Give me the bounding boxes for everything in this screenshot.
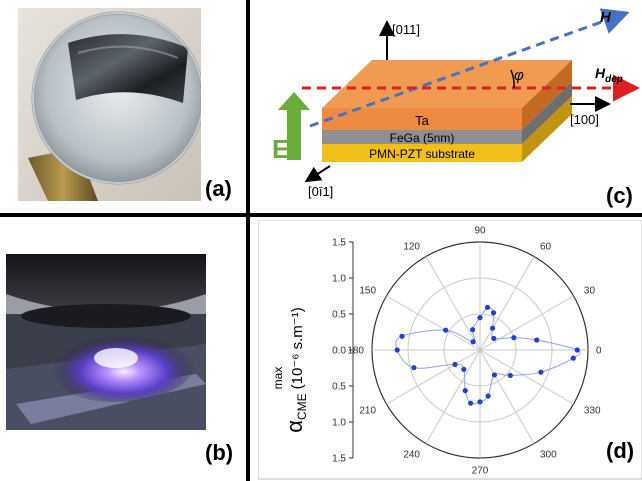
panel-label-a: (a) — [205, 176, 232, 201]
polar-spoke — [425, 256, 481, 351]
data-point — [477, 315, 483, 321]
angle-label: φ — [514, 67, 524, 84]
polar-spoke — [479, 295, 574, 351]
data-point — [538, 369, 544, 375]
layer-ta — [322, 108, 522, 130]
polar-spoke — [479, 349, 535, 444]
polar-spoke — [425, 349, 481, 444]
data-point — [461, 366, 467, 372]
probe-illustration — [6, 254, 206, 430]
axis-up-label: [011] — [392, 22, 420, 37]
data-point — [484, 304, 491, 311]
layer-substrate — [322, 144, 522, 162]
radial-tick-label: 0.5 — [332, 382, 346, 393]
layer-ta-label: Ta — [415, 113, 430, 128]
vertical-divider — [246, 0, 250, 481]
angle-tick-label: 210 — [359, 406, 376, 417]
data-point — [490, 325, 496, 331]
photo-probe-light — [6, 254, 206, 430]
polar-chart: 1.5 1.0 0.5 0.0 0.5 1.0 1.5 0 30 60 90 120 150 180 21… — [258, 220, 642, 480]
angle-tick-label: 0 — [596, 346, 602, 357]
ta-top-face — [322, 60, 572, 108]
angle-tick-label: 90 — [474, 226, 486, 237]
angle-tick-labels: 0 30 60 90 120 150 180 210 240 270 300 330 — [347, 226, 602, 477]
field-h-label: H — [600, 9, 612, 26]
data-point — [443, 327, 449, 333]
horizontal-divider — [0, 213, 642, 217]
data-point — [462, 387, 468, 394]
radial-axis-label-sup: max — [271, 367, 285, 390]
axis-front-label: [0ī1] — [308, 184, 333, 199]
angle-tick-label: 30 — [584, 286, 596, 297]
data-point — [394, 347, 400, 353]
data-point — [477, 399, 483, 405]
radial-tick-label: 1.5 — [332, 454, 346, 465]
ta-right-face — [522, 60, 572, 130]
data-point — [491, 335, 497, 342]
data-point — [574, 347, 580, 353]
data-point — [490, 310, 497, 316]
data-point — [511, 335, 517, 341]
data-point — [452, 361, 458, 367]
axis-front-arrow — [304, 165, 331, 183]
angle-tick-label: 60 — [540, 242, 552, 253]
layer-fega — [322, 130, 522, 144]
field-h-arrow — [309, 8, 630, 128]
angle-tick-label: 180 — [347, 346, 364, 357]
data-point — [570, 355, 576, 361]
radial-tick-label: 1.0 — [332, 274, 346, 285]
data-point — [468, 400, 474, 406]
layer-substrate-label: PMN-PZT substrate — [369, 147, 475, 161]
photo-mirror-sample — [18, 8, 201, 201]
radial-axis-label: αCME(10⁻⁶ s.m⁻¹) — [282, 307, 309, 432]
data-point — [470, 339, 476, 345]
diagram-layer-stack: [011] Ta FeGa (5nm) PMN-PZT substrate H … — [272, 8, 640, 199]
data-point — [485, 393, 491, 399]
data-point — [534, 337, 540, 343]
field-hdep-label: Hdep — [595, 65, 623, 85]
e-field-arrow — [278, 92, 310, 160]
angle-tick-label: 300 — [540, 449, 557, 460]
polar-spoke — [386, 295, 481, 351]
data-point — [507, 372, 513, 379]
radial-tick-label: 0.5 — [332, 310, 346, 321]
data-point — [411, 365, 417, 371]
angle-tick-label: 120 — [403, 242, 420, 253]
mirror-illustration — [18, 8, 201, 201]
polar-spoke — [479, 349, 574, 405]
fega-right-face — [522, 82, 572, 144]
angle-arc — [510, 69, 515, 89]
panel-label-b: (b) — [205, 440, 234, 465]
data-point — [491, 372, 497, 378]
angle-tick-label: 240 — [403, 449, 420, 460]
radial-tick-label: 1.5 — [332, 238, 346, 249]
angle-tick-label: 150 — [359, 286, 376, 297]
data-series — [394, 304, 581, 406]
radial-tick-labels: 1.5 1.0 0.5 0.0 0.5 1.0 1.5 — [332, 238, 353, 465]
layer-fega-label: FeGa (5nm) — [390, 131, 455, 145]
axis-right-label: [100] — [570, 112, 599, 127]
radial-tick-label: 1.0 — [332, 418, 346, 429]
data-point — [399, 333, 405, 339]
panel-label-c: (c) — [606, 183, 633, 208]
substrate-right-face — [522, 96, 572, 162]
data-point — [470, 327, 476, 333]
polar-spoke — [386, 349, 481, 405]
polar-spoke — [479, 256, 535, 351]
panel-label-d: (d) — [606, 438, 635, 463]
e-field-label: E — [272, 134, 289, 164]
radial-tick-label: 0.0 — [332, 346, 346, 357]
angle-tick-label: 270 — [472, 466, 489, 477]
angle-tick-label: 330 — [584, 406, 601, 417]
